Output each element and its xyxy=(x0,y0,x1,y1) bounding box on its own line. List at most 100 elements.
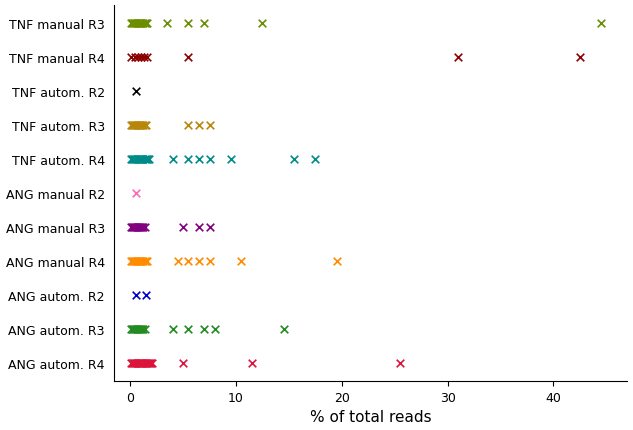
Point xyxy=(147,359,157,366)
Point xyxy=(132,359,142,366)
Point xyxy=(127,359,137,366)
Point xyxy=(194,258,204,264)
Point xyxy=(127,326,137,332)
Point xyxy=(132,122,142,129)
Point xyxy=(139,224,149,231)
Point xyxy=(133,156,143,163)
Point xyxy=(135,21,146,28)
Point xyxy=(137,326,147,332)
Point xyxy=(141,156,151,163)
Point xyxy=(129,224,139,231)
Point xyxy=(126,224,136,231)
Point xyxy=(144,359,154,366)
Point xyxy=(142,55,153,61)
Point xyxy=(141,359,151,366)
Point xyxy=(178,224,188,231)
Point xyxy=(142,258,152,264)
Point xyxy=(258,21,268,28)
Point xyxy=(141,21,151,28)
Point xyxy=(132,224,142,231)
Point xyxy=(134,21,144,28)
Point xyxy=(127,224,137,231)
Point xyxy=(199,21,210,28)
Point xyxy=(141,258,151,264)
Point xyxy=(136,55,146,61)
Point xyxy=(133,122,143,129)
Point xyxy=(184,326,194,332)
Point xyxy=(131,258,141,264)
Point xyxy=(132,156,142,163)
Point xyxy=(145,359,155,366)
Point xyxy=(136,21,146,28)
Point xyxy=(126,55,136,61)
Point xyxy=(133,224,143,231)
Point xyxy=(128,156,138,163)
Point xyxy=(131,156,141,163)
Point xyxy=(139,122,149,129)
Point xyxy=(129,258,139,264)
Point xyxy=(134,122,144,129)
Point xyxy=(204,156,215,163)
Point xyxy=(126,359,136,366)
Point xyxy=(142,359,152,366)
Point xyxy=(130,190,141,197)
Point xyxy=(133,21,143,28)
Point xyxy=(139,258,149,264)
Point xyxy=(247,359,257,366)
X-axis label: % of total reads: % of total reads xyxy=(310,409,432,424)
Point xyxy=(131,359,141,366)
Point xyxy=(130,21,140,28)
Point xyxy=(136,359,146,366)
Point xyxy=(126,122,136,129)
Point xyxy=(236,258,246,264)
Point xyxy=(126,156,136,163)
Point xyxy=(184,122,194,129)
Point xyxy=(137,359,147,366)
Point xyxy=(139,156,149,163)
Point xyxy=(135,224,146,231)
Point xyxy=(289,156,299,163)
Point xyxy=(126,258,136,264)
Point xyxy=(139,122,149,129)
Point xyxy=(142,359,153,366)
Point xyxy=(226,156,236,163)
Point xyxy=(139,359,149,366)
Point xyxy=(131,224,141,231)
Point xyxy=(137,122,147,129)
Point xyxy=(453,55,463,61)
Point xyxy=(128,122,138,129)
Point xyxy=(162,21,172,28)
Point xyxy=(135,359,146,366)
Point xyxy=(129,55,139,61)
Point xyxy=(194,122,204,129)
Point xyxy=(130,258,140,264)
Point xyxy=(139,156,149,163)
Point xyxy=(129,359,139,366)
Point xyxy=(168,326,178,332)
Point xyxy=(137,258,147,264)
Point xyxy=(184,156,194,163)
Point xyxy=(144,156,154,163)
Point xyxy=(127,122,137,129)
Point xyxy=(204,258,215,264)
Point xyxy=(134,224,144,231)
Point xyxy=(136,156,146,163)
Point xyxy=(204,224,215,231)
Point xyxy=(132,55,142,61)
Point xyxy=(131,21,141,28)
Point xyxy=(130,359,140,366)
Point xyxy=(575,55,585,61)
Point xyxy=(146,359,156,366)
Point xyxy=(133,359,143,366)
Point xyxy=(137,156,147,163)
Point xyxy=(178,359,188,366)
Point xyxy=(130,156,140,163)
Point xyxy=(129,156,139,163)
Point xyxy=(332,258,342,264)
Point xyxy=(139,359,149,366)
Point xyxy=(134,326,144,332)
Point xyxy=(184,258,194,264)
Point xyxy=(126,21,136,28)
Point xyxy=(135,258,146,264)
Point xyxy=(136,224,146,231)
